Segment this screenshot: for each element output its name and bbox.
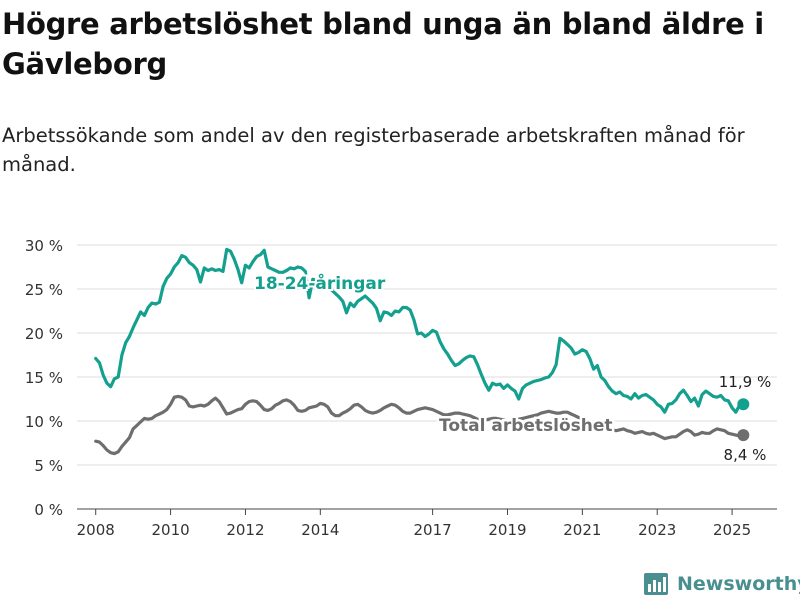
series — [94, 247, 750, 456]
x-tick-label: 2025 — [713, 521, 751, 539]
y-tick-label: 30 % — [25, 237, 63, 255]
y-tick-label: 0 % — [34, 501, 63, 519]
x-tick-label: 2014 — [301, 521, 339, 539]
chart-title: Högre arbetslöshet bland unga än bland ä… — [2, 7, 764, 81]
series-label-total: Total arbetslöshet — [439, 416, 613, 436]
y-tick-label: 10 % — [25, 413, 63, 431]
y-tick-label: 5 % — [34, 457, 63, 475]
x-tick-label: 2012 — [226, 521, 264, 539]
x-tick-label: 2023 — [638, 521, 676, 539]
x-tick-label: 2021 — [563, 521, 601, 539]
series-end-point-0 — [737, 398, 750, 411]
end-value-label-youth: 11,9 % — [719, 373, 771, 391]
newsworthy-logo-icon — [644, 573, 668, 595]
gridlines — [77, 244, 777, 510]
labels: 18-24-åringar Total arbetslöshet 11,9 % 8,4… — [252, 270, 771, 464]
y-tick-label: 15 % — [25, 369, 63, 387]
y-tick-label: 20 % — [25, 325, 63, 343]
series-label-youth: 18-24-åringar — [254, 272, 386, 294]
series-end-point-1 — [737, 429, 750, 442]
x-tick-label: 2017 — [414, 521, 452, 539]
x-tick-label: 2010 — [151, 521, 189, 539]
axes: 0 % 5 % 10 % 15 % 20 % 25 % 30 % 2008 2010 2012 20… — [25, 237, 751, 539]
x-tick-label: 2008 — [77, 521, 115, 539]
x-tick-label: 2019 — [488, 521, 526, 539]
y-tick-label: 25 % — [25, 281, 63, 299]
brand-name: Newsworthy — [677, 573, 800, 595]
chart-subtitle: Arbetssökande som andel av den registerb… — [2, 124, 745, 176]
series-line-0 — [94, 247, 745, 414]
newsworthy-brand[interactable]: Newsworthy — [643, 570, 800, 598]
series-line-1 — [94, 394, 745, 456]
end-value-label-total: 8,4 % — [724, 446, 767, 464]
